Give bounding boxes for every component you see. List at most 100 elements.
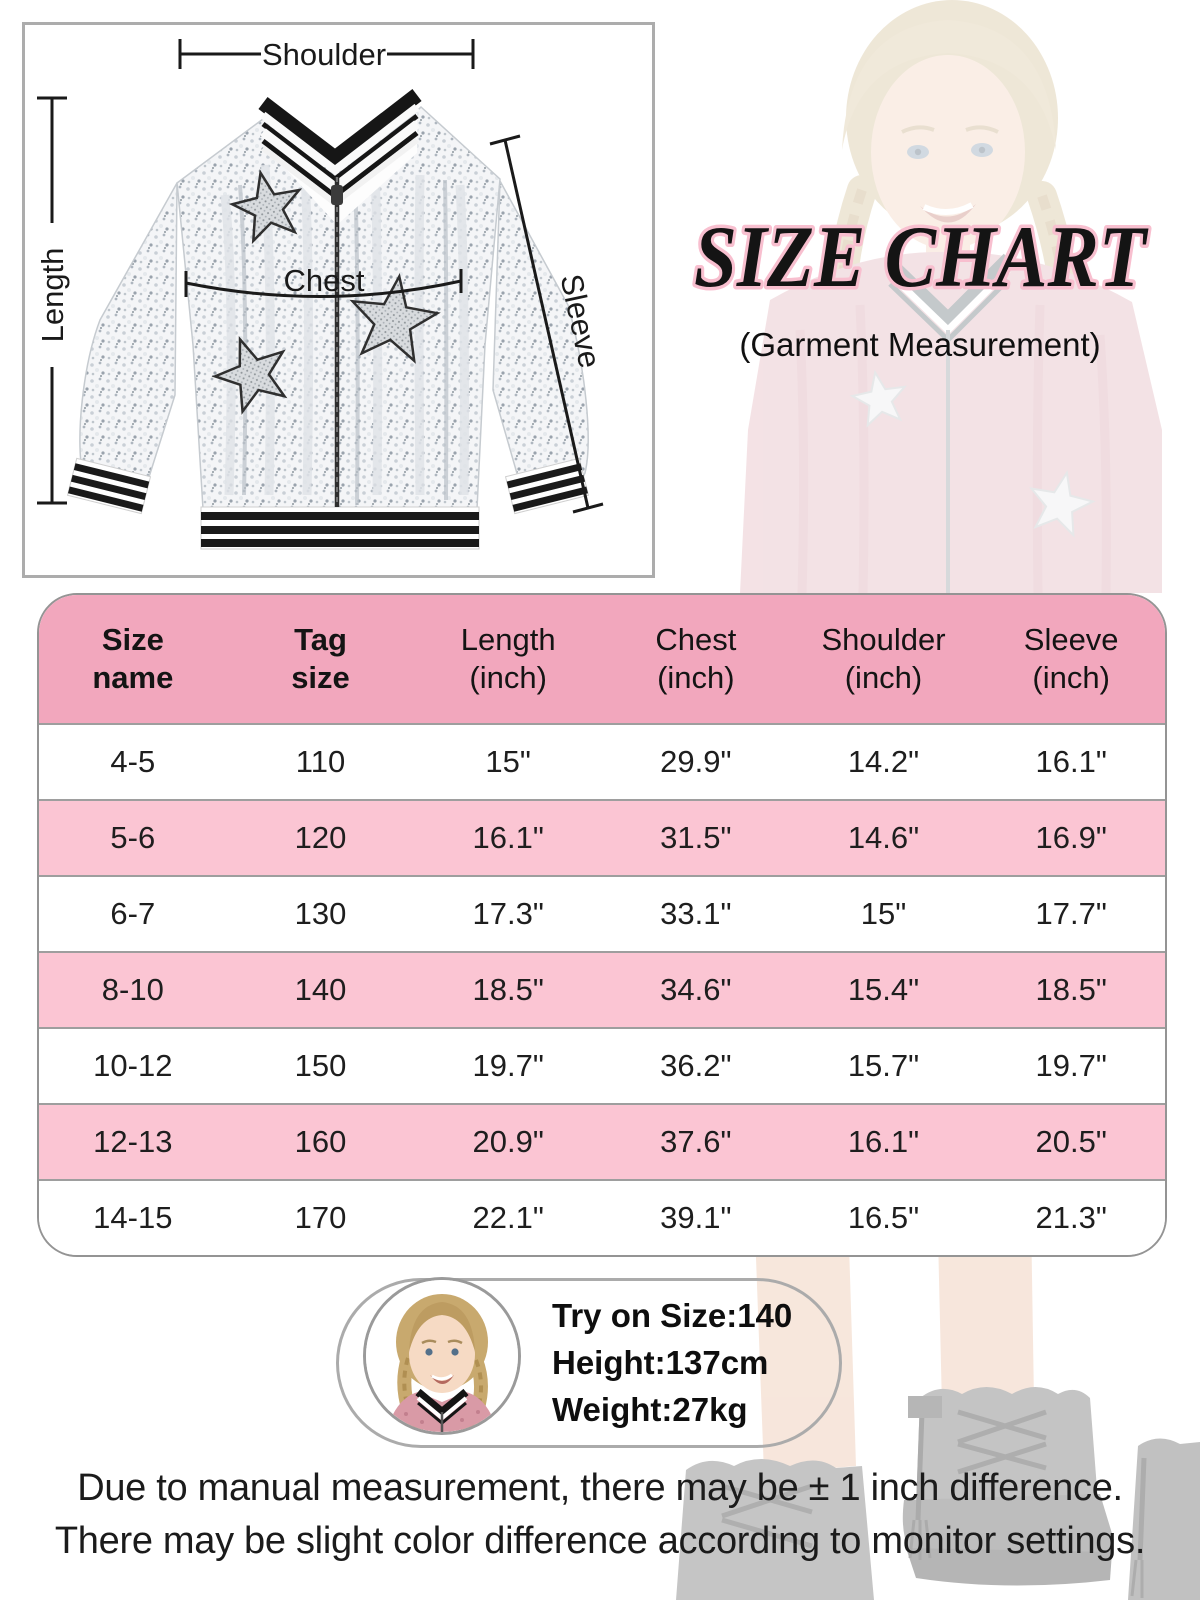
header-cell-length: Length (inch) xyxy=(460,622,556,695)
model-hair xyxy=(846,0,1058,236)
table-cell: 110 xyxy=(295,744,346,779)
table-cell: 130 xyxy=(294,896,347,931)
table-cell: 16.1" xyxy=(472,820,544,855)
table-cell: 22.1" xyxy=(472,1200,544,1235)
tryon-model-photo xyxy=(363,1277,521,1435)
table-cell: 12-13 xyxy=(93,1124,173,1159)
table-cell: 16.1" xyxy=(1035,744,1107,779)
table-header-row: Size name Tag size Length (inch) Chest (… xyxy=(39,595,1165,723)
table-cell: 10-12 xyxy=(93,1048,173,1083)
jacket-left-sleeve xyxy=(79,182,178,502)
table-cell: 170 xyxy=(294,1200,347,1235)
table-cell: 120 xyxy=(294,820,347,855)
table-cell: 15" xyxy=(860,896,907,931)
shoulder-label: Shoulder xyxy=(262,37,386,72)
model-boot-left xyxy=(676,1459,874,1600)
jacket-left-cuff xyxy=(66,457,152,515)
model-star-patch xyxy=(1028,469,1096,538)
model-braid-left xyxy=(823,175,877,530)
footer-note: Due to manual measurement, there may be … xyxy=(0,1462,1200,1568)
table-cell: 36.2" xyxy=(660,1048,732,1083)
table-cell: 16.5" xyxy=(847,1200,920,1235)
star-patch xyxy=(211,335,288,415)
model-upper-body xyxy=(740,0,1162,594)
table-row: 6-7 130 17.3" 33.1" 15" 17.7" xyxy=(39,875,1165,951)
length-label: Length xyxy=(35,248,70,343)
table-cell: 14.2" xyxy=(847,744,920,779)
table-cell: 15.4" xyxy=(847,972,920,1007)
jacket-hem xyxy=(200,506,480,550)
model-eye xyxy=(971,143,993,157)
star-patch xyxy=(228,169,303,245)
footer-line-2: There may be slight color difference acc… xyxy=(54,1520,1146,1562)
star-patch xyxy=(349,272,441,364)
table-cell: 17.3" xyxy=(472,896,544,931)
chest-label: Chest xyxy=(284,263,365,298)
table-cell: 4-5 xyxy=(110,744,156,779)
tryon-height: Height:137cm xyxy=(552,1344,769,1381)
header-cell-sleeve: Sleeve (inch) xyxy=(1023,622,1119,695)
header-cell-size-name: Size name xyxy=(92,622,174,695)
tryon-portrait xyxy=(366,1280,518,1432)
footer-line-1: Due to manual measurement, there may be … xyxy=(77,1467,1123,1509)
jacket-illustration xyxy=(66,89,590,550)
table-row: 4-5 110 15" 29.9" 14.2" 16.1" xyxy=(39,723,1165,799)
table-cell: 19.7" xyxy=(472,1048,544,1083)
table-cell: 160 xyxy=(294,1124,347,1159)
model-braid-right xyxy=(1027,181,1097,560)
model-star-patch xyxy=(849,369,908,428)
model-jacket xyxy=(740,251,1162,593)
table-row: 10-12 150 19.7" 36.2" 15.7" 19.7" xyxy=(39,1027,1165,1103)
table-cell: 140 xyxy=(294,972,347,1007)
table-cell: 8-10 xyxy=(101,972,164,1007)
table-cell: 16.9" xyxy=(1035,820,1107,855)
table-cell: 34.6" xyxy=(660,972,732,1007)
jacket-right-cuff xyxy=(504,457,590,515)
table-cell: 19.7" xyxy=(1035,1048,1107,1083)
table-cell: 14.6" xyxy=(847,820,920,855)
zipper-pull xyxy=(331,185,343,205)
table-cell: 29.9" xyxy=(660,744,732,779)
table-cell: 18.5" xyxy=(472,972,544,1007)
model-boot-right xyxy=(902,1387,1114,1586)
table-cell: 21.3" xyxy=(1035,1200,1107,1235)
table-cell: 20.9" xyxy=(472,1124,544,1159)
table-row: 5-6 120 16.1" 31.5" 14.6" 16.9" xyxy=(39,799,1165,875)
table-cell: 15.7" xyxy=(847,1048,920,1083)
jacket-diagram-svg: Shoulder Length Chest Sleeve xyxy=(35,37,607,550)
measurement-labels: Shoulder Length Chest Sleeve xyxy=(35,37,607,371)
header-cell-shoulder: Shoulder (inch) xyxy=(821,622,946,695)
model-eye xyxy=(907,145,929,159)
table-cell: 15" xyxy=(485,744,531,779)
measurement-lines xyxy=(37,39,604,514)
tryon-outline xyxy=(336,1278,842,1448)
table-cell: 39.1" xyxy=(660,1200,732,1235)
table-cell: 18.5" xyxy=(1035,972,1107,1007)
page-title: SIZE CHART xyxy=(694,209,1149,306)
model-face xyxy=(871,55,1025,249)
table-cell: 17.7" xyxy=(1035,896,1107,931)
table-cell: 150 xyxy=(294,1048,347,1083)
tryon-info: Try on Size:140 Height:137cm Weight:27kg xyxy=(552,1292,792,1433)
size-chart-title: SIZE CHART xyxy=(691,206,1153,310)
table-cell: 31.5" xyxy=(660,820,732,855)
size-chart-table: Size name Tag size Length (inch) Chest (… xyxy=(37,593,1167,1257)
table-row: 14-15 170 22.1" 39.1" 16.5" 21.3" xyxy=(39,1179,1165,1255)
tryon-size: Try on Size:140 xyxy=(552,1297,793,1334)
table-cell: 37.6" xyxy=(660,1124,732,1159)
header-cell-chest: Chest (inch) xyxy=(655,622,737,695)
table-cell: 14-15 xyxy=(93,1200,173,1235)
model-boot-corner xyxy=(1128,1438,1200,1600)
tryon-weight: Weight:27kg xyxy=(552,1391,748,1428)
model-collar xyxy=(885,253,1013,327)
garment-diagram: Shoulder Length Chest Sleeve xyxy=(22,22,655,578)
header-cell-tag-size: Tag size xyxy=(291,622,350,695)
table-cell: 5-6 xyxy=(110,820,156,855)
table-cell: 6-7 xyxy=(110,896,156,931)
table-cell: 20.5" xyxy=(1035,1124,1107,1159)
table-cell: 33.1" xyxy=(660,896,732,931)
model-smile xyxy=(920,204,976,223)
table-cell: 16.1" xyxy=(847,1124,920,1159)
table-row: 12-13 160 20.9" 37.6" 16.1" 20.5" xyxy=(39,1103,1165,1179)
